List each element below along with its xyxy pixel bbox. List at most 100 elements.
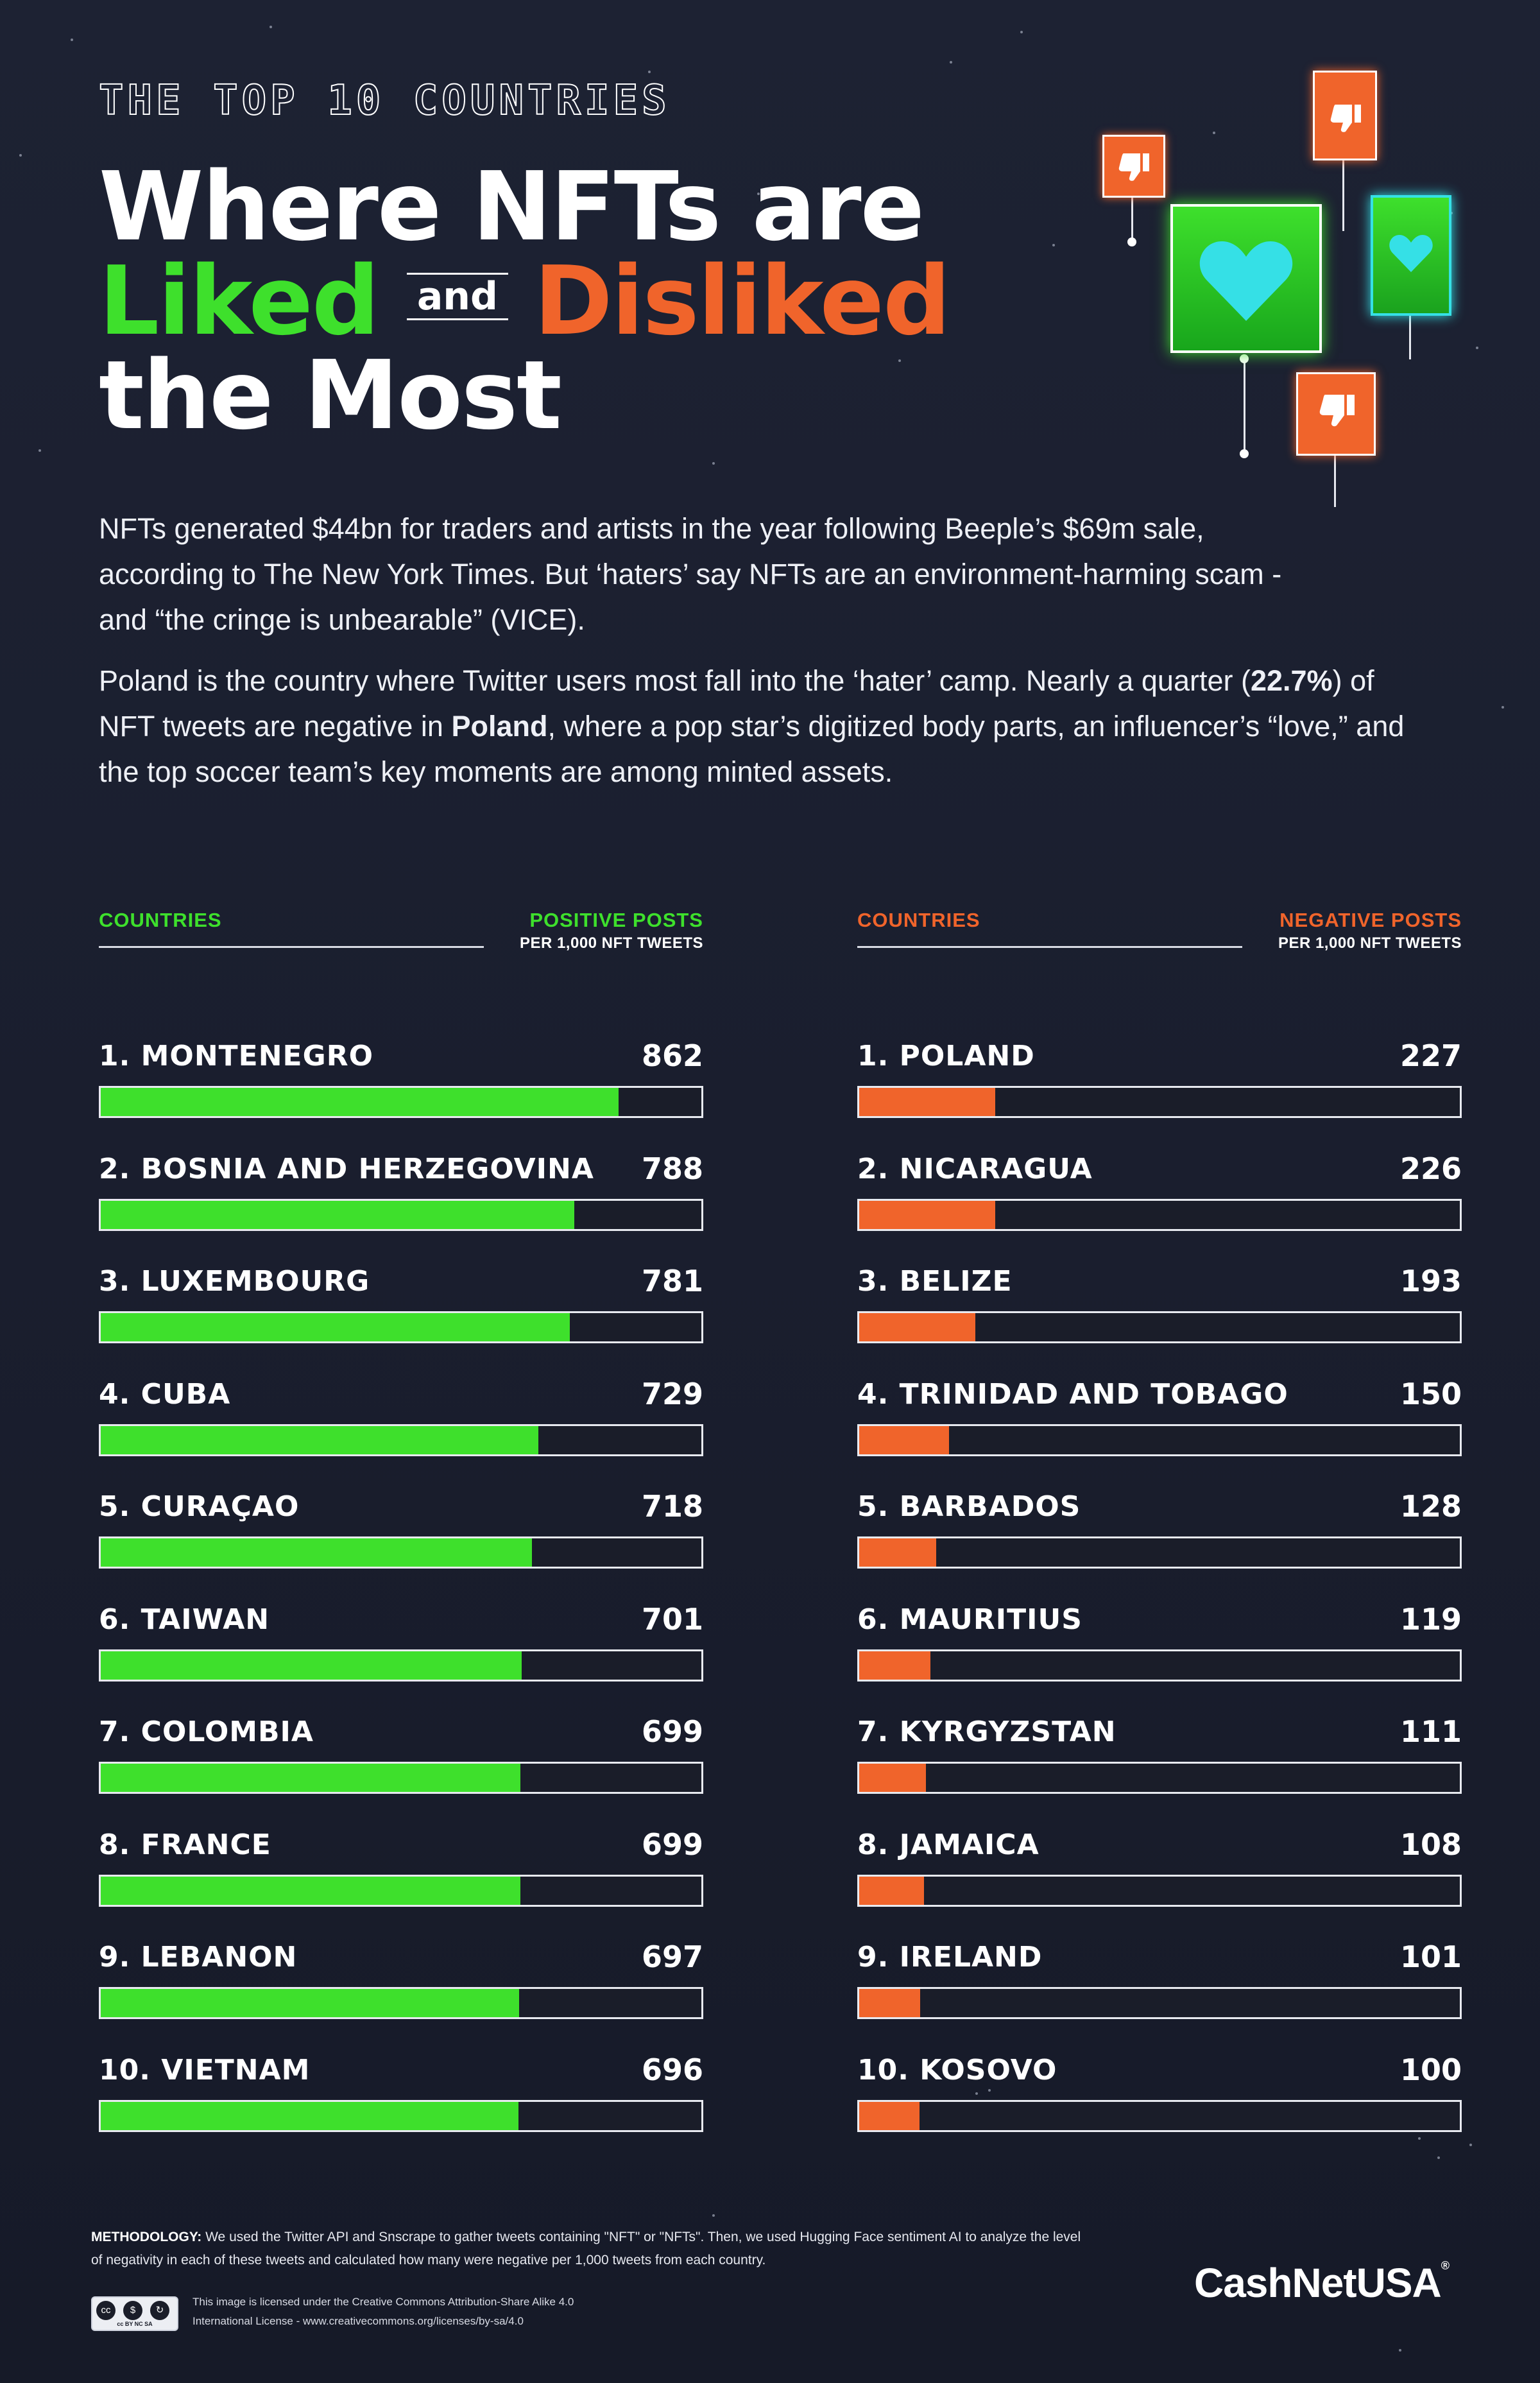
highlight-country: Poland — [451, 710, 548, 743]
header-rule — [99, 946, 484, 948]
metric-label: POSITIVE POSTS — [529, 909, 703, 931]
intro-paragraph-1: NFTs generated $44bn for traders and art… — [99, 512, 1282, 636]
bar-row: 3. LUXEMBOURG 781 — [99, 1264, 703, 1378]
bar-track — [99, 1987, 703, 2019]
bar-track — [99, 2099, 703, 2132]
bar — [859, 2101, 920, 2130]
and-word: and — [406, 273, 508, 320]
bar-row: 4. CUBA 729 — [99, 1377, 703, 1491]
bar-label: 9. LEBANON — [99, 1941, 298, 1974]
bar-value: 781 — [641, 1264, 703, 1298]
bar — [859, 1651, 931, 1680]
bar-track — [857, 1987, 1462, 2019]
bar — [101, 1313, 570, 1341]
metric-sublabel: PER 1,000 NFT TWEETS — [1278, 934, 1462, 952]
bar-row: 2. NICARAGUA 226 — [857, 1151, 1462, 1266]
metric-label: NEGATIVE POSTS — [1279, 909, 1462, 931]
bar-row: 4. TRINIDAD AND TOBAGO 150 — [857, 1376, 1462, 1491]
bar-track — [99, 1086, 703, 1118]
bar — [101, 1876, 521, 1905]
bar — [101, 1088, 619, 1116]
bar-value: 108 — [1399, 1827, 1462, 1862]
bar — [101, 1538, 533, 1567]
bar-track — [857, 1198, 1462, 1231]
bar-row: 9. LEBANON 697 — [99, 1940, 703, 2054]
bar-label: 2. NICARAGUA — [857, 1152, 1093, 1185]
bar — [859, 1313, 975, 1341]
bar-label: 6. MAURITIUS — [857, 1603, 1082, 1636]
bar-value: 788 — [641, 1151, 703, 1186]
bar — [859, 1200, 995, 1229]
bar-value: 701 — [641, 1601, 703, 1637]
bar-track — [99, 1536, 703, 1569]
headline-line-3: the Most — [99, 340, 562, 451]
bar-track — [857, 1424, 1462, 1456]
methodology-note: METHODOLOGY: We used the Twitter API and… — [91, 2226, 1092, 2272]
cc-license-badge[interactable]: cc $ ↻ cc BY NC SA — [91, 2296, 178, 2331]
license-text: This image is licensed under the Creativ… — [193, 2293, 898, 2331]
bar-value: 193 — [1399, 1264, 1462, 1298]
bar-value: 226 — [1399, 1151, 1462, 1186]
positive-chart-header: COUNTRIES POSITIVE POSTS PER 1,000 NFT T… — [99, 905, 703, 952]
intro-paragraph-2: Poland is the country where Twitter user… — [99, 664, 1405, 788]
bar-label: 10. KOSOVO — [857, 2053, 1057, 2086]
negative-posts-chart: COUNTRIES NEGATIVE POSTS PER 1,000 NFT T… — [857, 905, 1462, 2132]
methodology-label: METHODOLOGY: — [91, 2230, 202, 2244]
bar-row: 9. IRELAND 101 — [857, 1940, 1462, 2054]
bar-value: 862 — [641, 1038, 703, 1073]
bar-track — [99, 1198, 703, 1231]
bar-value: 699 — [641, 1827, 703, 1862]
bar-track — [857, 1311, 1462, 1343]
bar-row: 2. BOSNIA AND HERZEGOVINA 788 — [99, 1151, 703, 1266]
bar-row: 7. KYRGYZSTAN 111 — [857, 1714, 1462, 1828]
thumbs-down-icon — [1313, 71, 1377, 160]
bar-label: 6. TAIWAN — [99, 1603, 270, 1636]
bar-label: 4. CUBA — [99, 1377, 231, 1411]
bar-row: 10. VIETNAM 696 — [99, 2052, 703, 2167]
bar-track — [857, 1086, 1462, 1118]
bar-value: 150 — [1399, 1376, 1462, 1411]
bar-label: 9. IRELAND — [857, 1941, 1043, 1974]
bar — [101, 2101, 519, 2130]
bar-row: 1. MONTENEGRO 862 — [99, 1038, 703, 1153]
disliked-word: Disliked — [533, 246, 951, 356]
bar — [859, 1764, 926, 1792]
headline-line-1: Where NFTs are — [99, 151, 925, 262]
negative-chart-header: COUNTRIES NEGATIVE POSTS PER 1,000 NFT T… — [857, 905, 1462, 952]
heart-icon — [1371, 195, 1451, 316]
bar-track — [99, 1762, 703, 1794]
bar-label: 5. CURAÇAO — [99, 1490, 300, 1523]
bar-label: 10. VIETNAM — [99, 2053, 311, 2086]
bar — [859, 1989, 920, 2017]
thumbs-down-icon — [1296, 372, 1376, 456]
bar-row: 10. KOSOVO 100 — [857, 2052, 1462, 2167]
negative-rows: 1. POLAND 227 2. NICARAGUA 226 3. BELIZE 193 4… — [857, 1038, 1462, 2167]
bar-row: 6. TAIWAN 701 — [99, 1601, 703, 1716]
bar-row: 8. FRANCE 699 — [99, 1827, 703, 1941]
bar-track — [99, 1649, 703, 1682]
bar-row: 3. BELIZE 193 — [857, 1264, 1462, 1378]
methodology-text: We used the Twitter API and Snscrape to … — [91, 2230, 1081, 2267]
bar-value: 696 — [641, 2052, 703, 2087]
bar — [101, 1764, 521, 1792]
bar-label: 8. JAMAICA — [857, 1828, 1040, 1861]
bar-track — [857, 1874, 1462, 1907]
bar-row: 5. CURAÇAO 718 — [99, 1489, 703, 1603]
brand-logo: CashNetUSA® — [1194, 2259, 1450, 2306]
bar-label: 1. POLAND — [857, 1040, 1035, 1072]
countries-label: COUNTRIES — [99, 909, 222, 931]
bar-row: 8. JAMAICA 108 — [857, 1827, 1462, 1941]
bar-value: 699 — [641, 1714, 703, 1749]
bar-row: 5. BARBADOS 128 — [857, 1489, 1462, 1603]
bar-label: 7. KYRGYZSTAN — [857, 1716, 1116, 1748]
bar — [859, 1876, 925, 1905]
bar-label: 3. LUXEMBOURG — [99, 1265, 370, 1298]
license-link[interactable]: International License - www.creativecomm… — [193, 2315, 524, 2327]
positive-posts-chart: COUNTRIES POSITIVE POSTS PER 1,000 NFT T… — [99, 905, 703, 2132]
bar-track — [99, 1874, 703, 1907]
bar-track — [99, 1424, 703, 1456]
bar-value: 697 — [641, 1940, 703, 1974]
bar — [859, 1538, 936, 1567]
liked-word: Liked — [99, 246, 380, 356]
bar-value: 101 — [1399, 1940, 1462, 1974]
